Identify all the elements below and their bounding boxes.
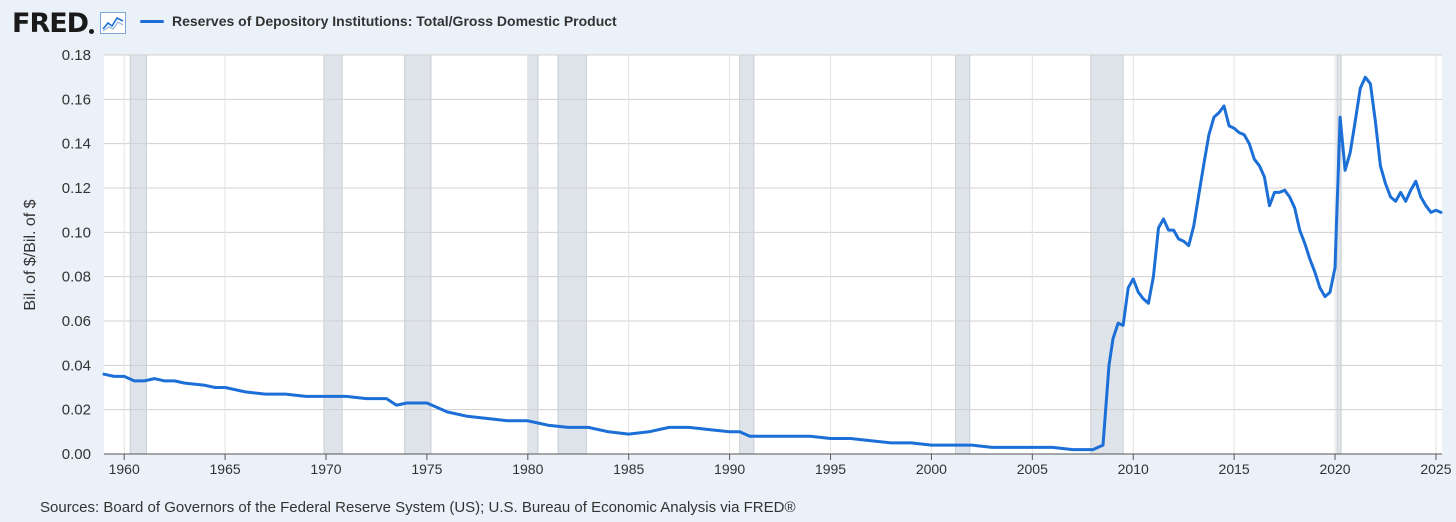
x-tick-label: 2020	[1319, 461, 1350, 477]
legend-label: Reserves of Depository Institutions: Tot…	[172, 13, 617, 29]
recession-band	[557, 54, 587, 455]
x-tick-label: 1980	[512, 461, 543, 477]
recession-band	[739, 54, 755, 455]
fred-logo[interactable]: FRED	[12, 6, 127, 40]
x-tick-label: 1975	[411, 461, 442, 477]
x-tick-label: 2015	[1219, 461, 1250, 477]
logo-dot	[89, 28, 95, 34]
y-tick-label: 0.16	[62, 91, 91, 108]
y-tick-label: 0.02	[62, 402, 91, 419]
x-tick-label: 2025	[1420, 461, 1451, 477]
y-tick-label: 0.04	[62, 357, 91, 374]
y-tick-label: 0.06	[62, 313, 91, 330]
chart-trend-icon	[100, 12, 127, 34]
fred-logo-text[interactable]: FRED	[12, 7, 89, 39]
x-tick-label: 1985	[613, 461, 644, 477]
recession-band	[323, 54, 343, 455]
recession-band	[955, 54, 971, 455]
chart-legend: Reserves of Depository Institutions: Tot…	[140, 13, 617, 29]
recession-band	[527, 54, 539, 455]
x-tick-label: 2005	[1017, 461, 1048, 477]
source-note: Sources: Board of Governors of the Feder…	[40, 499, 796, 516]
x-tick-label: 1965	[210, 461, 241, 477]
x-tick-label: 1960	[109, 461, 140, 477]
recession-band	[129, 54, 147, 455]
x-tick-label: 1990	[714, 461, 745, 477]
y-tick-label: 0.12	[62, 180, 91, 197]
y-tick-label: 0.00	[62, 446, 91, 463]
series-line	[102, 75, 1443, 452]
x-tick-label: 2010	[1118, 461, 1149, 477]
x-tick-label: 2000	[916, 461, 947, 477]
y-tick-label: 0.08	[62, 269, 91, 286]
y-tick-label: 0.18	[62, 47, 91, 64]
x-tick-label: 1970	[310, 461, 341, 477]
y-tick-label: 0.10	[62, 224, 91, 241]
y-axis-label: Bil. of $/Bil. of $	[22, 199, 39, 311]
x-tick-label: 1995	[815, 461, 846, 477]
y-tick-label: 0.14	[62, 136, 91, 153]
legend-swatch	[140, 19, 164, 23]
recession-band	[1336, 54, 1342, 455]
plot-area	[104, 55, 1442, 454]
